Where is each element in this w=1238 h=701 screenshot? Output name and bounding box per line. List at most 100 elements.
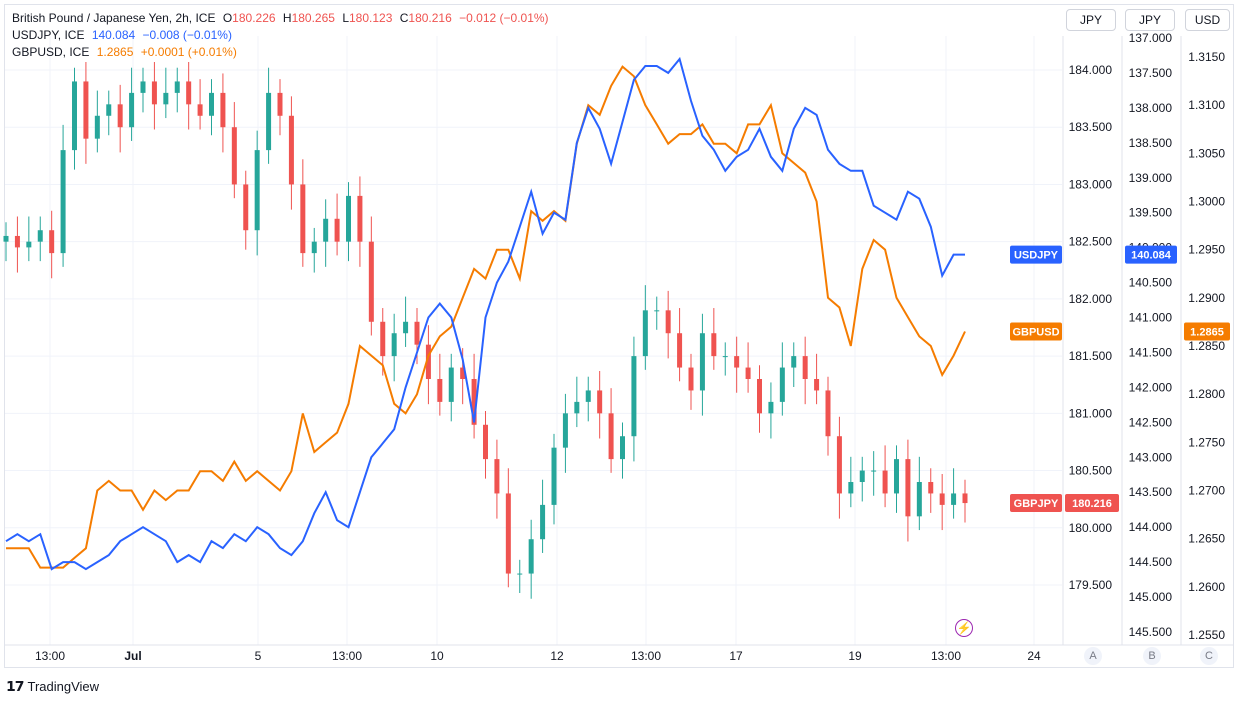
time-tick-label: 13:00 [931, 649, 961, 663]
tradingview-logo[interactable]: 𝟭𝟳 TradingView [6, 678, 99, 695]
legend-gbpusd-change: +0.0001 (+0.01%) [140, 45, 237, 59]
series-tags: USDJPY 140.084 GBPUSD 1.2865 GBPJPY 180.216 [1010, 245, 1230, 513]
usdjpy-series-line [5, 56, 965, 571]
gbpjpy-candle-body [209, 92, 214, 116]
gbpjpy-candle-body [688, 367, 694, 391]
gbpjpy-candle-body [642, 310, 648, 357]
gbpjpy-candle-body [814, 379, 820, 391]
gbpusd-series-tag-bg [1010, 322, 1062, 341]
chart-frame [4, 4, 1234, 668]
time-tick-label: 19 [848, 649, 862, 663]
gbpjpy-candle-body [665, 310, 671, 334]
gbpjpy-tick-label: 182.500 [1069, 235, 1113, 249]
gbpjpy-candle-body [905, 459, 911, 517]
currency-button-gbpjpy[interactable]: JPY [1066, 9, 1116, 31]
gbpjpy-candle-body [928, 482, 934, 494]
time-tick-label: 17 [729, 649, 743, 663]
legend-close: 180.216 [408, 11, 452, 25]
gbpjpy-candle-body [483, 424, 488, 460]
legend-low: 180.123 [349, 11, 393, 25]
gbpjpy-candles [3, 61, 968, 599]
usdjpy-tick-label: 141.500 [1129, 345, 1173, 359]
legend-high-label: H [282, 11, 292, 25]
gbpusd-tick-label: 1.2600 [1188, 580, 1225, 594]
gbpjpy-candle-body [277, 92, 283, 116]
gbpusd-tick-label: 1.3000 [1188, 195, 1225, 209]
gbpjpy-candle-body [757, 379, 762, 414]
gbpjpy-candle-body [677, 333, 683, 368]
legend-usdjpy-name: USDJPY, ICE [12, 28, 85, 42]
gbpjpy-candle-body [243, 184, 249, 231]
gbpjpy-candle-body [734, 356, 740, 368]
gbpusd-tick-label: 1.3150 [1188, 50, 1225, 64]
gbpusd-tick-label: 1.2550 [1188, 628, 1225, 642]
gbpjpy-candle-body [745, 367, 751, 379]
gbpjpy-candle-body [848, 482, 854, 494]
gbpjpy-tick-label: 181.500 [1069, 349, 1113, 363]
gbpjpy-price-axis[interactable]: 184.000 183.500 183.000 182.500 182.000 181.5… [1069, 63, 1113, 592]
gbpjpy-candle-body [494, 459, 500, 494]
gbpjpy-candle-body [505, 493, 511, 574]
gbpusd-price-axis[interactable]: 1.3150 1.3100 1.3050 1.3000 1.2950 1.2900 1.28… [1188, 50, 1225, 642]
gbpjpy-candle-body [117, 104, 123, 128]
gbpjpy-candle-body [94, 115, 100, 139]
scale-button-c[interactable]: C [1200, 647, 1218, 665]
gbpjpy-tick-label: 180.000 [1069, 521, 1113, 535]
gbpjpy-candle-body [83, 81, 89, 139]
gbpjpy-tick-label: 181.000 [1069, 406, 1113, 420]
time-tick-label: 13:00 [332, 649, 362, 663]
time-axis[interactable]: 13:00 Jul 5 13:00 10 12 13:00 17 19 13:00 24 [35, 649, 1041, 663]
gbpjpy-candle-body [699, 333, 705, 391]
gbpjpy-candle-body [562, 413, 568, 448]
gbpjpy-candle-body [151, 81, 157, 105]
gbpjpy-candle-body [939, 493, 945, 505]
time-tick-label: Jul [124, 649, 141, 663]
gbpusd-last-value-bg [1184, 322, 1230, 341]
gbpjpy-candle-body [631, 356, 637, 437]
usdjpy-series-tag-bg [1010, 245, 1062, 264]
usdjpy-tick-label: 142.500 [1129, 415, 1173, 429]
gbpjpy-candle-body [357, 195, 363, 242]
usdjpy-tick-label: 143.000 [1129, 450, 1173, 464]
gbpjpy-candle-body [266, 92, 272, 151]
usdjpy-last-value-bg [1125, 245, 1177, 264]
flash-icon[interactable]: ⚡ [955, 619, 973, 637]
usdjpy-tick-label: 144.000 [1129, 520, 1173, 534]
gbpjpy-candle-body [174, 81, 180, 93]
gbpjpy-candle-body [836, 436, 842, 494]
currency-button-usdjpy[interactable]: JPY [1125, 9, 1175, 31]
legend-open-label: O [222, 11, 233, 25]
legend-main-name: British Pound / Japanese Yen, 2h, ICE [12, 11, 216, 25]
usdjpy-series-tag: USDJPY [1014, 250, 1059, 262]
gbpjpy-candle-body [711, 333, 717, 357]
gbpjpy-candle-body [346, 195, 351, 242]
legend-usdjpy-change: −0.008 (−0.01%) [142, 28, 232, 42]
gbpjpy-tick-label: 184.000 [1069, 63, 1113, 77]
gbpjpy-candle-body [620, 436, 625, 460]
gbpusd-tick-label: 1.2950 [1188, 243, 1225, 257]
currency-button-gbpusd[interactable]: USD [1185, 9, 1230, 31]
gbpjpy-candle-body [311, 241, 317, 254]
usdjpy-last-value: 140.084 [1131, 250, 1172, 262]
gbpjpy-candle-body [437, 379, 443, 402]
gbpjpy-candle-body [448, 367, 454, 402]
gbpjpy-candle-body [585, 390, 591, 402]
gbpjpy-series-tag-bg [1010, 494, 1062, 513]
scale-button-b[interactable]: B [1143, 647, 1161, 665]
gbpjpy-candle-body [323, 218, 329, 242]
gbpjpy-candle-body [540, 504, 546, 540]
gbpjpy-candle-body [254, 150, 260, 231]
gbpjpy-candle-body [37, 230, 43, 242]
legend-change: −0.012 (−0.01%) [459, 11, 549, 25]
gbpjpy-tick-label: 182.000 [1069, 292, 1113, 306]
usdjpy-price-axis[interactable]: 137.000 137.500 138.000 138.500 139.000 139.5… [1129, 31, 1173, 639]
gbpjpy-candle-body [460, 367, 466, 379]
gbpjpy-candle-body [608, 413, 614, 460]
gbpjpy-candle-body [768, 401, 774, 414]
gbpjpy-candle-body [391, 333, 397, 357]
gbpjpy-candle-body [859, 470, 865, 482]
gbpusd-tick-label: 1.2850 [1188, 339, 1225, 353]
scale-button-a[interactable]: A [1084, 647, 1102, 665]
legend-open: 180.226 [232, 11, 276, 25]
